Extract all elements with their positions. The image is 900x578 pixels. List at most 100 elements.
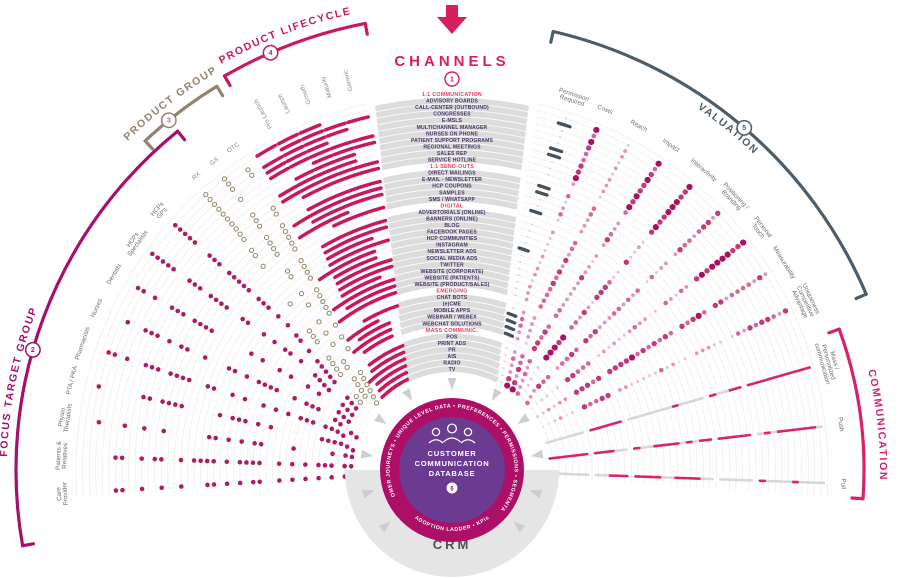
focus-target-dot xyxy=(191,458,197,463)
focus-target-dot xyxy=(322,382,327,388)
valuation-score-dot xyxy=(550,280,556,287)
lifecycle-bar xyxy=(377,327,393,337)
permission-none-dot xyxy=(528,229,531,232)
valuation-score-dot xyxy=(674,293,678,297)
section-arc-tick xyxy=(850,496,865,501)
lifecycle-bar xyxy=(335,159,358,170)
permission-none-dot xyxy=(550,161,554,164)
channel-band xyxy=(378,130,526,144)
permission-bar xyxy=(556,121,572,129)
valuation-score-dot xyxy=(730,334,734,338)
permission-none-dot xyxy=(538,198,541,201)
communication-dash xyxy=(652,444,661,448)
permission-none-dot xyxy=(559,136,562,139)
lifecycle-bar xyxy=(382,304,400,313)
focus-target-dot xyxy=(244,374,250,379)
focus-target-dot xyxy=(224,481,230,487)
valuation-score-dot xyxy=(763,272,768,277)
focus-target-dot xyxy=(177,227,183,232)
valuation-score-dot xyxy=(536,366,540,370)
valuation-score-dot xyxy=(753,322,759,328)
valuation-score-dot xyxy=(671,362,676,367)
focus-target-dot xyxy=(122,423,128,429)
row-guide-arc xyxy=(527,168,763,492)
focus-target-dot xyxy=(298,338,303,343)
valuation-score-dot xyxy=(567,252,571,257)
permission-none-dot xyxy=(502,367,505,370)
channel-label: ADVISORY BOARDS xyxy=(426,99,479,105)
communication-dash xyxy=(671,442,680,446)
valuation-score-dot xyxy=(504,382,511,389)
channel-band xyxy=(399,313,505,329)
lifecycle-bar xyxy=(285,150,308,164)
lifecycle-bar xyxy=(353,230,373,240)
valuation-score-dot xyxy=(630,382,634,386)
focus-target-dot xyxy=(226,366,232,371)
channel-label: REGIONAL MEETINGS xyxy=(423,144,481,150)
product-group-dot xyxy=(288,274,294,280)
spoke-label-valuation: PersonalTouch xyxy=(747,215,773,243)
row-guide-arc xyxy=(530,149,783,494)
valuation-score-dot xyxy=(695,312,702,319)
valuation-score-dot xyxy=(627,329,632,334)
valuation-score-dot xyxy=(525,400,530,406)
valuation-score-dot xyxy=(682,189,688,195)
valuation-score-dot xyxy=(612,226,617,231)
channel-band xyxy=(380,143,524,158)
lifecycle-bar xyxy=(359,256,378,266)
valuation-score-dot xyxy=(659,266,664,270)
lifecycle-bar xyxy=(340,242,359,253)
valuation-score-dot xyxy=(669,203,676,211)
focus-target-dot xyxy=(338,441,344,447)
channel-band xyxy=(400,320,504,336)
channel-label: POS xyxy=(446,334,458,340)
valuation-score-dot xyxy=(512,350,517,354)
lifecycle-bar xyxy=(357,160,380,169)
communication-dash xyxy=(765,376,774,382)
channel-band xyxy=(383,169,521,184)
section-arc-tick xyxy=(549,29,555,44)
valuation-score-dot xyxy=(657,337,663,343)
lifecycle-bar xyxy=(279,138,302,152)
valuation-score-dot xyxy=(673,252,678,257)
valuation-score-dot xyxy=(561,206,565,211)
focus-target-dot xyxy=(294,333,299,338)
communication-dash xyxy=(691,439,700,444)
communication-dash xyxy=(652,409,660,414)
lifecycle-bar xyxy=(309,147,332,159)
valuation-score-dot xyxy=(612,365,619,371)
valuation-score-dot xyxy=(740,285,746,291)
focus-target-dot xyxy=(232,368,238,374)
valuation-zero-dot xyxy=(678,360,680,363)
product-group-dot xyxy=(298,257,304,264)
permission-none-dot xyxy=(500,381,503,384)
valuation-score-dot xyxy=(771,314,776,319)
lifecycle-bar xyxy=(343,191,365,202)
valuation-score-dot xyxy=(646,344,651,350)
permission-none-dot xyxy=(526,235,529,239)
database-badge xyxy=(446,482,458,494)
focus-target-dot xyxy=(198,458,203,464)
focus-target-dot xyxy=(306,348,312,354)
valuation-score-dot xyxy=(664,261,668,266)
row-guide-arc xyxy=(536,103,829,497)
spoke-label-focus: HCPsGPs xyxy=(149,201,170,222)
valuation-score-dot xyxy=(575,169,582,175)
channel-band xyxy=(374,97,530,112)
focus-target-dot xyxy=(327,374,333,380)
product-group-dot xyxy=(229,221,235,227)
valuation-score-dot xyxy=(626,204,633,211)
spoke-label-product: OTC xyxy=(226,141,241,155)
communication-dash xyxy=(567,454,576,458)
valuation-score-dot xyxy=(544,292,550,298)
valuation-score-dot xyxy=(635,351,640,357)
communication-dash xyxy=(580,452,589,457)
focus-target-dot xyxy=(237,459,243,465)
valuation-score-dot xyxy=(545,394,549,398)
valuation-score-dot xyxy=(684,285,689,289)
focus-target-dot xyxy=(186,377,192,383)
lifecycle-bar xyxy=(363,192,384,202)
lifecycle-bar xyxy=(330,140,353,151)
valuation-score-dot xyxy=(571,410,575,414)
